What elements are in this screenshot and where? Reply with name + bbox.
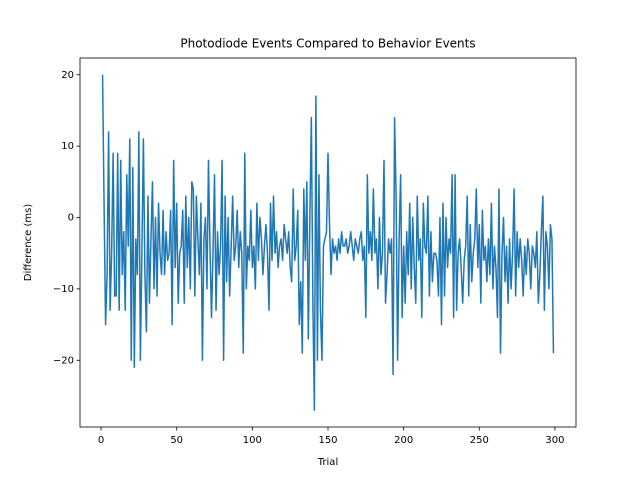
y-tick-label: 0 bbox=[68, 213, 74, 224]
y-tick-label: −10 bbox=[53, 284, 74, 295]
y-tick-label: 20 bbox=[61, 70, 74, 81]
x-tick-label: 0 bbox=[98, 435, 104, 446]
x-axis-label: Trial bbox=[317, 457, 338, 468]
x-tick-label: 150 bbox=[318, 435, 337, 446]
y-axis-label: Difference (ms) bbox=[23, 204, 34, 282]
x-tick-label: 250 bbox=[470, 435, 489, 446]
chart-title: Photodiode Events Compared to Behavior E… bbox=[180, 37, 475, 51]
x-tick-label: 200 bbox=[394, 435, 413, 446]
x-tick-label: 100 bbox=[243, 435, 262, 446]
x-tick-label: 300 bbox=[545, 435, 564, 446]
y-tick-label: −20 bbox=[53, 355, 74, 366]
axes-frame bbox=[79, 57, 577, 428]
y-tick-label: 10 bbox=[61, 141, 74, 152]
x-tick-label: 50 bbox=[170, 435, 183, 446]
data-line bbox=[101, 74, 555, 411]
